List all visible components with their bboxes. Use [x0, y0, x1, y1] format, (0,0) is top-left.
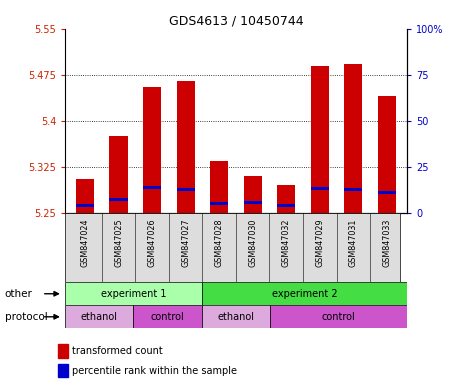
- Bar: [177, 188, 195, 191]
- Bar: [378, 96, 396, 213]
- Bar: [344, 188, 363, 191]
- Text: control: control: [322, 312, 355, 322]
- Text: GSM847030: GSM847030: [248, 218, 257, 267]
- Text: GSM847027: GSM847027: [181, 218, 190, 267]
- Bar: [202, 305, 270, 328]
- Bar: [277, 185, 295, 213]
- Text: experiment 1: experiment 1: [101, 289, 166, 299]
- Bar: [344, 65, 363, 213]
- Text: GSM847032: GSM847032: [282, 218, 291, 267]
- Text: protocol: protocol: [5, 312, 47, 322]
- Text: GSM847029: GSM847029: [315, 218, 324, 267]
- Bar: [58, 364, 68, 377]
- Title: GDS4613 / 10450744: GDS4613 / 10450744: [169, 15, 303, 28]
- Bar: [202, 282, 407, 305]
- Bar: [177, 81, 195, 213]
- Bar: [76, 204, 94, 207]
- Text: other: other: [5, 289, 33, 299]
- Bar: [270, 305, 407, 328]
- Bar: [210, 161, 228, 213]
- Bar: [277, 204, 295, 207]
- Text: ethanol: ethanol: [218, 312, 254, 322]
- Text: GSM847024: GSM847024: [81, 218, 90, 267]
- Bar: [311, 66, 329, 213]
- Bar: [76, 179, 94, 213]
- Bar: [244, 200, 262, 204]
- Bar: [378, 191, 396, 194]
- Bar: [133, 305, 202, 328]
- Text: GSM847025: GSM847025: [114, 218, 123, 267]
- Bar: [210, 202, 228, 205]
- Bar: [143, 186, 161, 189]
- Bar: [109, 198, 128, 201]
- Text: percentile rank within the sample: percentile rank within the sample: [72, 366, 237, 376]
- Bar: [109, 136, 128, 213]
- Text: GSM847033: GSM847033: [382, 218, 391, 267]
- Text: ethanol: ethanol: [81, 312, 118, 322]
- Text: experiment 2: experiment 2: [272, 289, 337, 299]
- Bar: [65, 282, 202, 305]
- Text: GSM847026: GSM847026: [148, 218, 157, 267]
- Text: GSM847031: GSM847031: [349, 218, 358, 267]
- Bar: [58, 344, 68, 358]
- Bar: [244, 176, 262, 213]
- Text: transformed count: transformed count: [72, 346, 163, 356]
- Bar: [311, 187, 329, 190]
- Text: control: control: [151, 312, 185, 322]
- Text: GSM847028: GSM847028: [215, 218, 224, 267]
- Bar: [143, 87, 161, 213]
- Bar: [65, 305, 133, 328]
